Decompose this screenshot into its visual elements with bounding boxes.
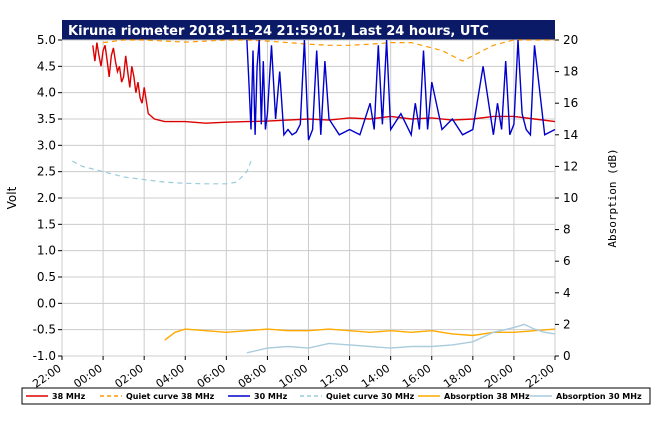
x-tick-label: 16:00 bbox=[400, 362, 433, 391]
x-tick-label: 22:00 bbox=[523, 362, 556, 391]
x-axis: 22:00 00:00 02:00 04:00 06:00 08:00 10:00 12:00… bbox=[30, 356, 557, 391]
y2-tick-label: 12 bbox=[563, 159, 578, 173]
x-tick-label: 18:00 bbox=[441, 362, 474, 391]
x-tick-label: 20:00 bbox=[482, 362, 515, 391]
y-tick-label: 1.0 bbox=[37, 244, 56, 258]
legend-label: Absorption 38 MHz bbox=[444, 392, 530, 401]
legend-label: Quiet curve 38 MHz bbox=[126, 392, 215, 401]
x-tick-label: 02:00 bbox=[112, 362, 145, 391]
x-tick-label: 10:00 bbox=[277, 362, 310, 391]
x-tick-label: 08:00 bbox=[236, 362, 269, 391]
legend-label: Quiet curve 30 MHz bbox=[326, 392, 415, 401]
y2-tick-label: 10 bbox=[563, 191, 578, 205]
y2-tick-label: 16 bbox=[563, 96, 578, 110]
series-line-30-mhz bbox=[246, 39, 556, 141]
legend-label: 30 MHz bbox=[254, 392, 288, 401]
x-tick-label: 04:00 bbox=[154, 362, 187, 391]
y-axis-left: 5.0 4.5 4.0 3.5 3.0 2.5 2.0 1.5 1.0 0.5 0.0 -0.5 -1.… bbox=[33, 33, 62, 363]
legend: 38 MHz Quiet curve 38 MHz 30 MHz Quiet curv… bbox=[26, 392, 642, 401]
x-tick-label: 00:00 bbox=[71, 362, 104, 391]
y-tick-label: 5.0 bbox=[37, 33, 56, 47]
legend-box bbox=[21, 387, 651, 405]
y-tick-label: 3.5 bbox=[37, 112, 56, 126]
title-bar bbox=[62, 20, 555, 40]
chart-title: Kiruna riometer 2018-11-24 21:59:01, Las… bbox=[68, 24, 489, 39]
x-tick-label: 14:00 bbox=[359, 362, 392, 391]
grid bbox=[61, 39, 556, 357]
y-axis-label: Volt bbox=[5, 186, 19, 209]
y-tick-label: 1.5 bbox=[37, 217, 56, 231]
y2-tick-label: 0 bbox=[563, 349, 571, 363]
legend-label: 38 MHz bbox=[52, 392, 86, 401]
series-layer bbox=[72, 39, 556, 354]
y2-tick-label: 8 bbox=[563, 223, 571, 237]
y-tick-label: 0.0 bbox=[37, 296, 56, 310]
series-line-absorption-38-mhz bbox=[164, 328, 556, 341]
series-line-quiet-curve-30-mhz bbox=[72, 160, 252, 185]
y2-tick-label: 6 bbox=[563, 254, 571, 268]
y2-tick-label: 2 bbox=[563, 317, 571, 331]
y-tick-label: 4.0 bbox=[37, 86, 56, 100]
y-tick-label: 2.0 bbox=[37, 191, 56, 205]
y-tick-label: 3.0 bbox=[37, 138, 56, 152]
y-tick-label: -0.5 bbox=[33, 323, 56, 337]
y-tick-label: -1.0 bbox=[33, 349, 56, 363]
series-line-absorption-30-mhz bbox=[246, 323, 556, 354]
y-tick-label: 4.5 bbox=[37, 59, 56, 73]
y-tick-label: 2.5 bbox=[37, 165, 56, 179]
y2-tick-label: 18 bbox=[563, 65, 578, 79]
y2-tick-label: 14 bbox=[563, 128, 578, 142]
y2-tick-label: 20 bbox=[563, 33, 578, 47]
x-tick-label: 22:00 bbox=[30, 362, 63, 391]
x-tick-label: 12:00 bbox=[318, 362, 351, 391]
legend-label: Absorption 30 MHz bbox=[556, 392, 642, 401]
x-tick-label: 06:00 bbox=[195, 362, 228, 391]
y2-tick-label: 4 bbox=[563, 286, 571, 300]
y2-axis-label: Absorption (dB) bbox=[606, 148, 619, 247]
series-line-38-mhz bbox=[92, 42, 556, 124]
y-tick-label: 0.5 bbox=[37, 270, 56, 284]
